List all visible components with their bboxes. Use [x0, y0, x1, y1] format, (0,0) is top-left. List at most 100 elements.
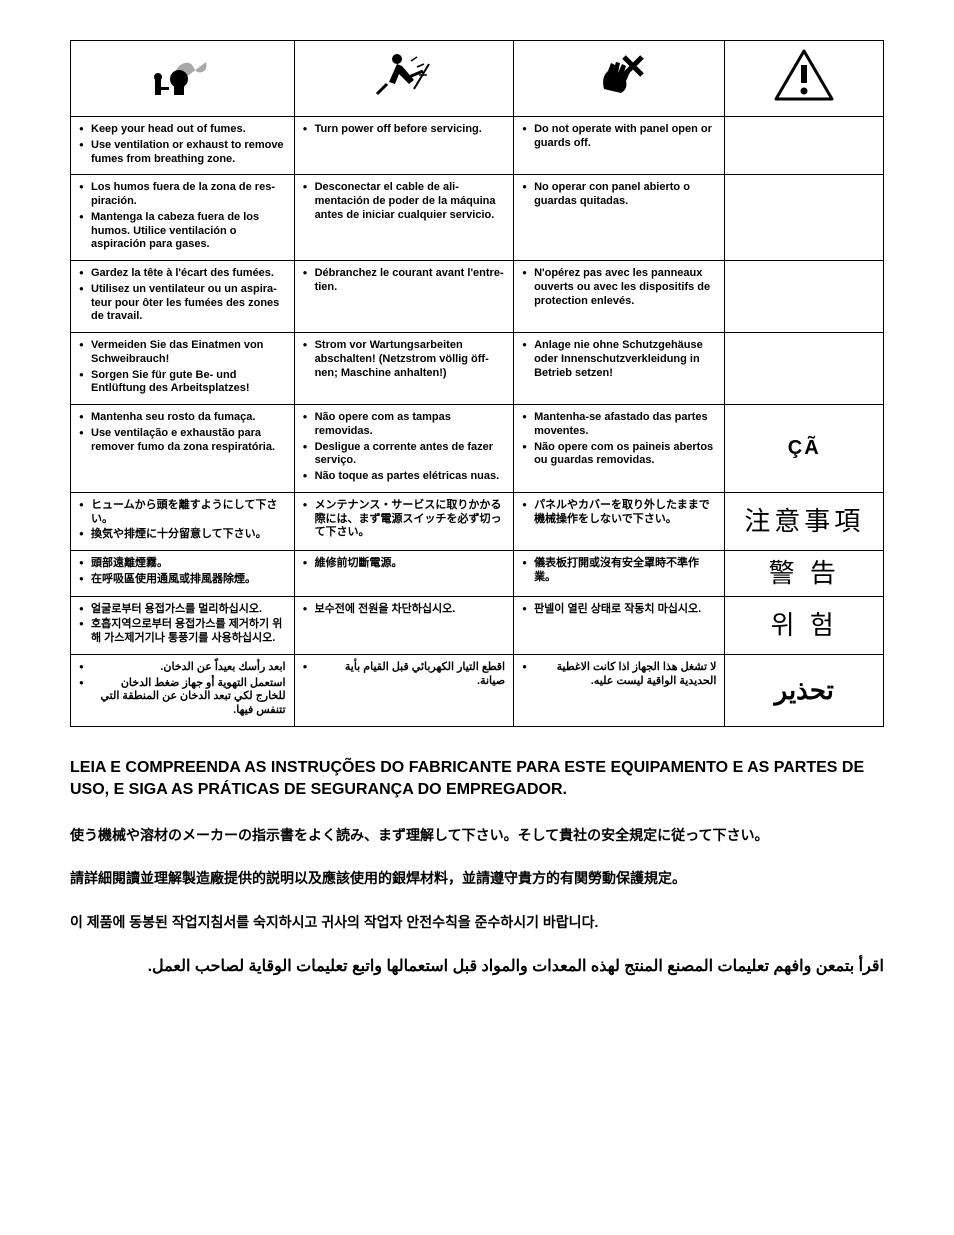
bullet-list: Anlage nie ohne Schutzgehäuse oder Innen…: [522, 339, 716, 380]
table-row: 얼굴로부터 용접가스를 멀리하십시오.호흡지역으로부터 용접가스를 제거하기 위…: [71, 596, 884, 654]
bullet-item: 얼굴로부터 용접가스를 멀리하십시오.: [79, 603, 286, 617]
bullet-item: Los humos fuera de la zona de res-piraci…: [79, 181, 286, 209]
bullet-list: Turn power off before servicing.: [303, 123, 506, 137]
footer-ko: 이 제품에 동봉된 작업지침서를 숙지하시고 귀사의 작업자 안전수칙을 준수하…: [70, 913, 884, 933]
safety-cell: 판넬이 열린 상태로 작동치 마십시오.: [514, 596, 725, 654]
warning-cell: 위 험: [725, 596, 884, 654]
bullet-list: 얼굴로부터 용접가스를 멀리하십시오.호흡지역으로부터 용접가스를 제거하기 위…: [79, 603, 286, 646]
table-row: Gardez la tête à l'écart des fumées. Util…: [71, 261, 884, 333]
safety-cell: Desconectar el cable de ali-mentación de…: [294, 175, 514, 261]
bullet-item: ابعد رأسك بعيداً عن الدخان.: [79, 661, 286, 675]
warning-cell: تحذير: [725, 654, 884, 726]
bullet-item: Use ventilação e exhaustão para remover …: [79, 427, 286, 455]
bullet-list: 頭部遠離煙霧。在呼吸區使用通風或排風器除煙。: [79, 557, 286, 587]
safety-cell: メンテナンス・サービスに取りかかる際には、まず電源スイッチを必ず切って下さい。: [294, 492, 514, 550]
safety-cell: Los humos fuera de la zona de res-piraci…: [71, 175, 295, 261]
safety-cell: Mantenha seu rosto da fumaça. Use ventila…: [71, 405, 295, 493]
bullet-item: 儀表板打開或沒有安全罩時不準作業。: [522, 557, 716, 585]
bullet-item: Mantenha seu rosto da fumaça.: [79, 411, 286, 425]
bullet-item: Strom vor Wartungsarbeiten abschalten! (…: [303, 339, 506, 380]
footer-zh: 請詳細閱讀並理解製造廠提供的説明以及應該使用的銀焊材料，並請遵守貴方的有関勞動保…: [70, 869, 884, 889]
safety-cell: اقطع التيار الكهربائي قبل القيام بأية صي…: [294, 654, 514, 726]
footer-ja: 使う機械や溶材のメーカーの指示書をよく読み、まず理解して下さい。そして貴社の安全…: [70, 826, 884, 846]
bullet-list: Não opere com as tampas removidas.Deslig…: [303, 411, 506, 484]
safety-cell: لا تشغل هذا الجهاز اذا كانت الاغطية الحد…: [514, 654, 725, 726]
safety-cell: Keep your head out of fumes.Use ventilat…: [71, 117, 295, 175]
safety-cell: Não opere com as tampas removidas.Deslig…: [294, 405, 514, 493]
bullet-list: Do not operate with panel open or guards…: [522, 123, 716, 151]
bullet-item: ヒュームから頭を離すようにして下さい。: [79, 499, 286, 527]
bullet-list: Mantenha seu rosto da fumaça. Use ventila…: [79, 411, 286, 454]
bullet-list: Strom vor Wartungsarbeiten abschalten! (…: [303, 339, 506, 380]
bullet-item: 판넬이 열린 상태로 작동치 마십시오.: [522, 603, 716, 617]
trip-hazard-icon: [369, 49, 439, 104]
safety-table: Keep your head out of fumes.Use ventilat…: [70, 40, 884, 727]
hand-crush-icon: [584, 49, 654, 104]
bullet-item: 頭部遠離煙霧。: [79, 557, 286, 571]
safety-cell: 維修前切斷電源。: [294, 551, 514, 597]
bullet-list: パネルやカバーを取り外したままで機械操作をしないで下さい。: [522, 499, 716, 527]
bullet-item: Não toque as partes elétricas nuas.: [303, 470, 506, 484]
bullet-item: Desligue a corrente antes de fazer servi…: [303, 441, 506, 469]
table-row: ابعد رأسك بعيداً عن الدخان.استعمل التهوي…: [71, 654, 884, 726]
safety-cell: No operar con panel abierto o guardas qu…: [514, 175, 725, 261]
bullet-item: Utilisez un ventilateur ou un aspira-teu…: [79, 283, 286, 324]
bullet-item: パネルやカバーを取り外したままで機械操作をしないで下さい。: [522, 499, 716, 527]
safety-cell: N'opérez pas avec les panneaux ouverts o…: [514, 261, 725, 333]
bullet-item: لا تشغل هذا الجهاز اذا كانت الاغطية الحد…: [522, 661, 716, 689]
bullet-item: Turn power off before servicing.: [303, 123, 506, 137]
bullet-item: 換気や排煙に十分留意して下さい。: [79, 528, 286, 542]
bullet-item: 호흡지역으로부터 용접가스를 제거하기 위해 가스제거기나 통풍기를 사용하십시…: [79, 618, 286, 646]
table-row: 頭部遠離煙霧。在呼吸區使用通風或排風器除煙。 維修前切斷電源。 儀表板打開或沒有安全…: [71, 551, 884, 597]
warning-label: 警 告: [733, 557, 875, 590]
warning-cell: [725, 175, 884, 261]
safety-cell: ابعد رأسك بعيداً عن الدخان.استعمل التهوي…: [71, 654, 295, 726]
safety-cell: Mantenha-se afastado das partes moventes…: [514, 405, 725, 493]
bullet-item: اقطع التيار الكهربائي قبل القيام بأية صي…: [303, 661, 506, 689]
bullet-item: Mantenha-se afastado das partes moventes…: [522, 411, 716, 439]
warning-label: تحذير: [733, 674, 875, 707]
bullet-item: Anlage nie ohne Schutzgehäuse oder Innen…: [522, 339, 716, 380]
footer-ar: اقرأ بتمعن وافهم تعليمات المصنع المنتج ل…: [70, 956, 884, 978]
bullet-item: Não opere com os paineis abertos ou guar…: [522, 441, 716, 469]
icon-cell-hand: [514, 41, 725, 117]
table-row: Keep your head out of fumes.Use ventilat…: [71, 117, 884, 175]
warning-cell: 注意事項: [725, 492, 884, 550]
footer-block: LEIA E COMPREENDA AS INSTRUÇÕES DO FABRI…: [70, 757, 884, 979]
bullet-list: Desconectar el cable de ali-mentación de…: [303, 181, 506, 222]
safety-cell: パネルやカバーを取り外したままで機械操作をしないで下さい。: [514, 492, 725, 550]
warning-cell: [725, 117, 884, 175]
bullet-list: ابعد رأسك بعيداً عن الدخان.استعمل التهوي…: [79, 661, 286, 718]
warning-label: 위 험: [733, 609, 875, 642]
bullet-item: Não opere com as tampas removidas.: [303, 411, 506, 439]
safety-cell: Turn power off before servicing.: [294, 117, 514, 175]
safety-cell: ヒュームから頭を離すようにして下さい。換気や排煙に十分留意して下さい。: [71, 492, 295, 550]
bullet-item: Do not operate with panel open or guards…: [522, 123, 716, 151]
bullet-item: 在呼吸區使用通風或排風器除煙。: [79, 573, 286, 587]
table-row: Mantenha seu rosto da fumaça. Use ventila…: [71, 405, 884, 493]
bullet-item: No operar con panel abierto o guardas qu…: [522, 181, 716, 209]
bullet-list: 儀表板打開或沒有安全罩時不準作業。: [522, 557, 716, 585]
safety-sheet-page: Keep your head out of fumes.Use ventilat…: [0, 0, 954, 1235]
bullet-list: 판넬이 열린 상태로 작동치 마십시오.: [522, 603, 716, 617]
safety-cell: Anlage nie ohne Schutzgehäuse oder Innen…: [514, 333, 725, 405]
bullet-item: Vermeiden Sie das Einatmen von Schweibra…: [79, 339, 286, 367]
safety-cell: 얼굴로부터 용접가스를 멀리하십시오.호흡지역으로부터 용접가스를 제거하기 위…: [71, 596, 295, 654]
bullet-item: 維修前切斷電源。: [303, 557, 506, 571]
bullet-list: No operar con panel abierto o guardas qu…: [522, 181, 716, 209]
bullet-item: Gardez la tête à l'écart des fumées.: [79, 267, 286, 281]
bullet-list: Mantenha-se afastado das partes moventes…: [522, 411, 716, 468]
bullet-list: اقطع التيار الكهربائي قبل القيام بأية صي…: [303, 661, 506, 689]
safety-cell: Strom vor Wartungsarbeiten abschalten! (…: [294, 333, 514, 405]
warning-cell: 警 告: [725, 551, 884, 597]
bullet-list: Vermeiden Sie das Einatmen von Schweibra…: [79, 339, 286, 396]
bullet-list: 보수전에 전원을 차단하십시오.: [303, 603, 506, 617]
safety-cell: Vermeiden Sie das Einatmen von Schweibra…: [71, 333, 295, 405]
bullet-list: メンテナンス・サービスに取りかかる際には、まず電源スイッチを必ず切って下さい。: [303, 499, 506, 540]
table-row: Vermeiden Sie das Einatmen von Schweibra…: [71, 333, 884, 405]
bullet-item: Sorgen Sie für gute Be- und Entlüftung d…: [79, 369, 286, 397]
bullet-item: Mantenga la cabeza fuera de los humos. U…: [79, 211, 286, 252]
bullet-item: Débranchez le courant avant l'entre-tien…: [303, 267, 506, 295]
bullet-list: Keep your head out of fumes.Use ventilat…: [79, 123, 286, 166]
bullet-list: N'opérez pas avec les panneaux ouverts o…: [522, 267, 716, 308]
